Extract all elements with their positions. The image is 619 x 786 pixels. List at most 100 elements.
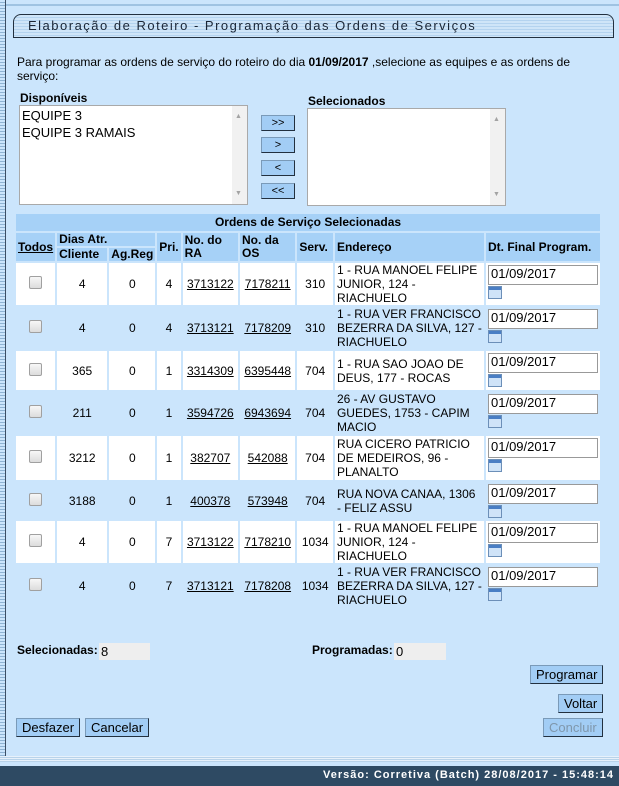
dt-final-input[interactable]: 01/09/2017	[488, 309, 598, 329]
header-os: No. da OS	[240, 233, 296, 261]
cancelar-button[interactable]: Cancelar	[85, 718, 150, 737]
list-item[interactable]: EQUIPE 3 RAMAIS	[22, 125, 136, 140]
row-checkbox[interactable]	[29, 578, 43, 591]
endereco-cell: 26 - AV GUSTAVO GUEDES, 1753 - CAPIM MAC…	[334, 392, 484, 434]
move-right-button[interactable]: >	[261, 137, 295, 153]
os-link[interactable]: 7178208	[244, 579, 292, 593]
move-left-button[interactable]: <	[261, 160, 295, 176]
endereco-cell: RUA CICERO PATRICIO DE MEDEIROS, 96 - PL…	[334, 436, 484, 480]
dt-final-input[interactable]: 01/09/2017	[488, 353, 598, 373]
ra-link[interactable]: 382707	[190, 451, 231, 465]
calendar-icon[interactable]	[488, 374, 502, 387]
scrollbar[interactable]	[490, 109, 505, 205]
cliente-cell: 4	[57, 565, 108, 607]
service-orders-table: Ordens de Serviço Selecionadas Todos Dia…	[14, 212, 602, 609]
os-cell: 573948	[240, 482, 296, 519]
calendar-icon[interactable]	[488, 459, 502, 472]
dt-final-input[interactable]: 01/09/2017	[488, 394, 598, 414]
ra-link[interactable]: 3594726	[186, 406, 234, 420]
pri-cell: 7	[157, 521, 181, 563]
ra-link[interactable]: 400378	[190, 493, 231, 508]
dt-final-input[interactable]: 01/09/2017	[488, 484, 598, 504]
calendar-icon[interactable]	[488, 505, 502, 518]
dt-cell: 01/09/2017	[486, 521, 600, 563]
table-row: 4 0 7 3713122 7178210 1034 1 - RUA MANOEL FELI…	[16, 521, 600, 563]
os-cell: 6943694	[240, 392, 296, 434]
ra-cell: 3713122	[182, 521, 238, 563]
cliente-cell: 4	[57, 263, 108, 305]
header-cliente: Cliente	[57, 248, 108, 261]
intro-text-end: ,selecione as equipes e as ordens de ser…	[17, 55, 571, 83]
selected-count: 8	[99, 643, 150, 660]
desfazer-button[interactable]: Desfazer	[16, 718, 81, 737]
agreg-cell: 0	[109, 482, 156, 519]
move-all-right-button[interactable]: >>	[261, 115, 295, 131]
list-item[interactable]: EQUIPE 3	[22, 108, 82, 123]
row-checkbox[interactable]	[29, 405, 43, 418]
os-link[interactable]: 542088	[247, 451, 288, 465]
serv-cell: 310	[297, 263, 333, 305]
table-row: 211 0 1 3594726 6943694 704 26 - AV GUSTAVO GU…	[16, 392, 600, 434]
calendar-icon[interactable]	[488, 544, 502, 557]
dt-final-input[interactable]: 01/09/2017	[488, 438, 598, 458]
serv-cell: 704	[297, 392, 333, 434]
ra-link[interactable]: 3713122	[186, 535, 234, 549]
header-ra: No. do RA	[182, 233, 238, 261]
dt-final-input[interactable]: 01/09/2017	[488, 567, 598, 587]
selected-teams-list[interactable]	[307, 108, 506, 206]
row-checkbox[interactable]	[29, 534, 43, 547]
serv-cell: 704	[297, 436, 333, 480]
dt-cell: 01/09/2017	[486, 482, 600, 519]
calendar-icon[interactable]	[488, 588, 502, 601]
cliente-cell: 4	[57, 521, 108, 563]
pri-cell: 1	[157, 436, 181, 480]
instructions: Para programar as ordens de serviço do r…	[17, 55, 597, 83]
agreg-cell: 0	[109, 436, 156, 480]
voltar-button[interactable]: Voltar	[558, 694, 604, 713]
row-checkbox[interactable]	[29, 492, 43, 506]
ra-link[interactable]: 3713122	[186, 277, 234, 291]
ra-link[interactable]: 3713121	[186, 321, 234, 335]
os-link[interactable]: 7178210	[244, 535, 292, 549]
calendar-icon[interactable]	[488, 415, 502, 428]
dt-cell: 01/09/2017	[486, 392, 600, 434]
select-all-link[interactable]: Todos	[16, 233, 56, 261]
agreg-cell: 0	[109, 521, 156, 563]
endereco-cell: 1 - RUA VER FRANCISCO BEZERRA DA SILVA, …	[334, 565, 484, 607]
left-frame-edge	[0, 0, 6, 760]
row-select-cell	[16, 351, 56, 390]
table-row: 4 0 4 3713121 7178209 310 1 - RUA VER FRANCISC…	[16, 307, 600, 349]
row-checkbox[interactable]	[29, 362, 43, 376]
dt-final-input[interactable]: 01/09/2017	[488, 265, 598, 285]
agreg-cell: 0	[109, 565, 156, 607]
available-teams-list[interactable]: EQUIPE 3 EQUIPE 3 RAMAIS	[19, 105, 248, 205]
dt-cell: 01/09/2017	[486, 263, 600, 305]
dt-cell: 01/09/2017	[486, 351, 600, 390]
ra-link[interactable]: 3713121	[186, 579, 234, 593]
os-link[interactable]: 7178209	[244, 321, 292, 335]
serv-cell: 704	[297, 482, 333, 519]
move-all-left-button[interactable]: <<	[261, 183, 295, 199]
calendar-icon[interactable]	[488, 330, 502, 343]
row-checkbox[interactable]	[29, 450, 43, 463]
os-link[interactable]: 6395448	[244, 363, 292, 378]
dt-final-input[interactable]: 01/09/2017	[488, 523, 598, 543]
ra-cell: 400378	[182, 482, 238, 519]
header-dias-atr: Dias Atr.	[57, 233, 156, 246]
os-link[interactable]: 573948	[247, 493, 288, 508]
calendar-icon[interactable]	[488, 286, 502, 299]
programar-button[interactable]: Programar	[530, 665, 604, 684]
version-footer: Versão: Corretiva (Batch) 28/08/2017 - 1…	[0, 766, 619, 786]
table-row: 365 0 1 3314309 6395448 704 1 - RUA SAO JOAO D…	[16, 351, 600, 390]
serv-cell: 704	[297, 351, 333, 390]
pri-cell: 1	[157, 392, 181, 434]
row-checkbox[interactable]	[29, 320, 43, 333]
ra-link[interactable]: 3314309	[186, 363, 234, 378]
os-link[interactable]: 7178211	[244, 277, 291, 291]
scrollbar[interactable]	[232, 106, 247, 204]
agreg-cell: 0	[109, 307, 156, 349]
os-cell: 6395448	[240, 351, 296, 390]
os-link[interactable]: 6943694	[244, 406, 292, 420]
row-checkbox[interactable]	[29, 276, 43, 289]
footer-divider	[0, 756, 619, 762]
